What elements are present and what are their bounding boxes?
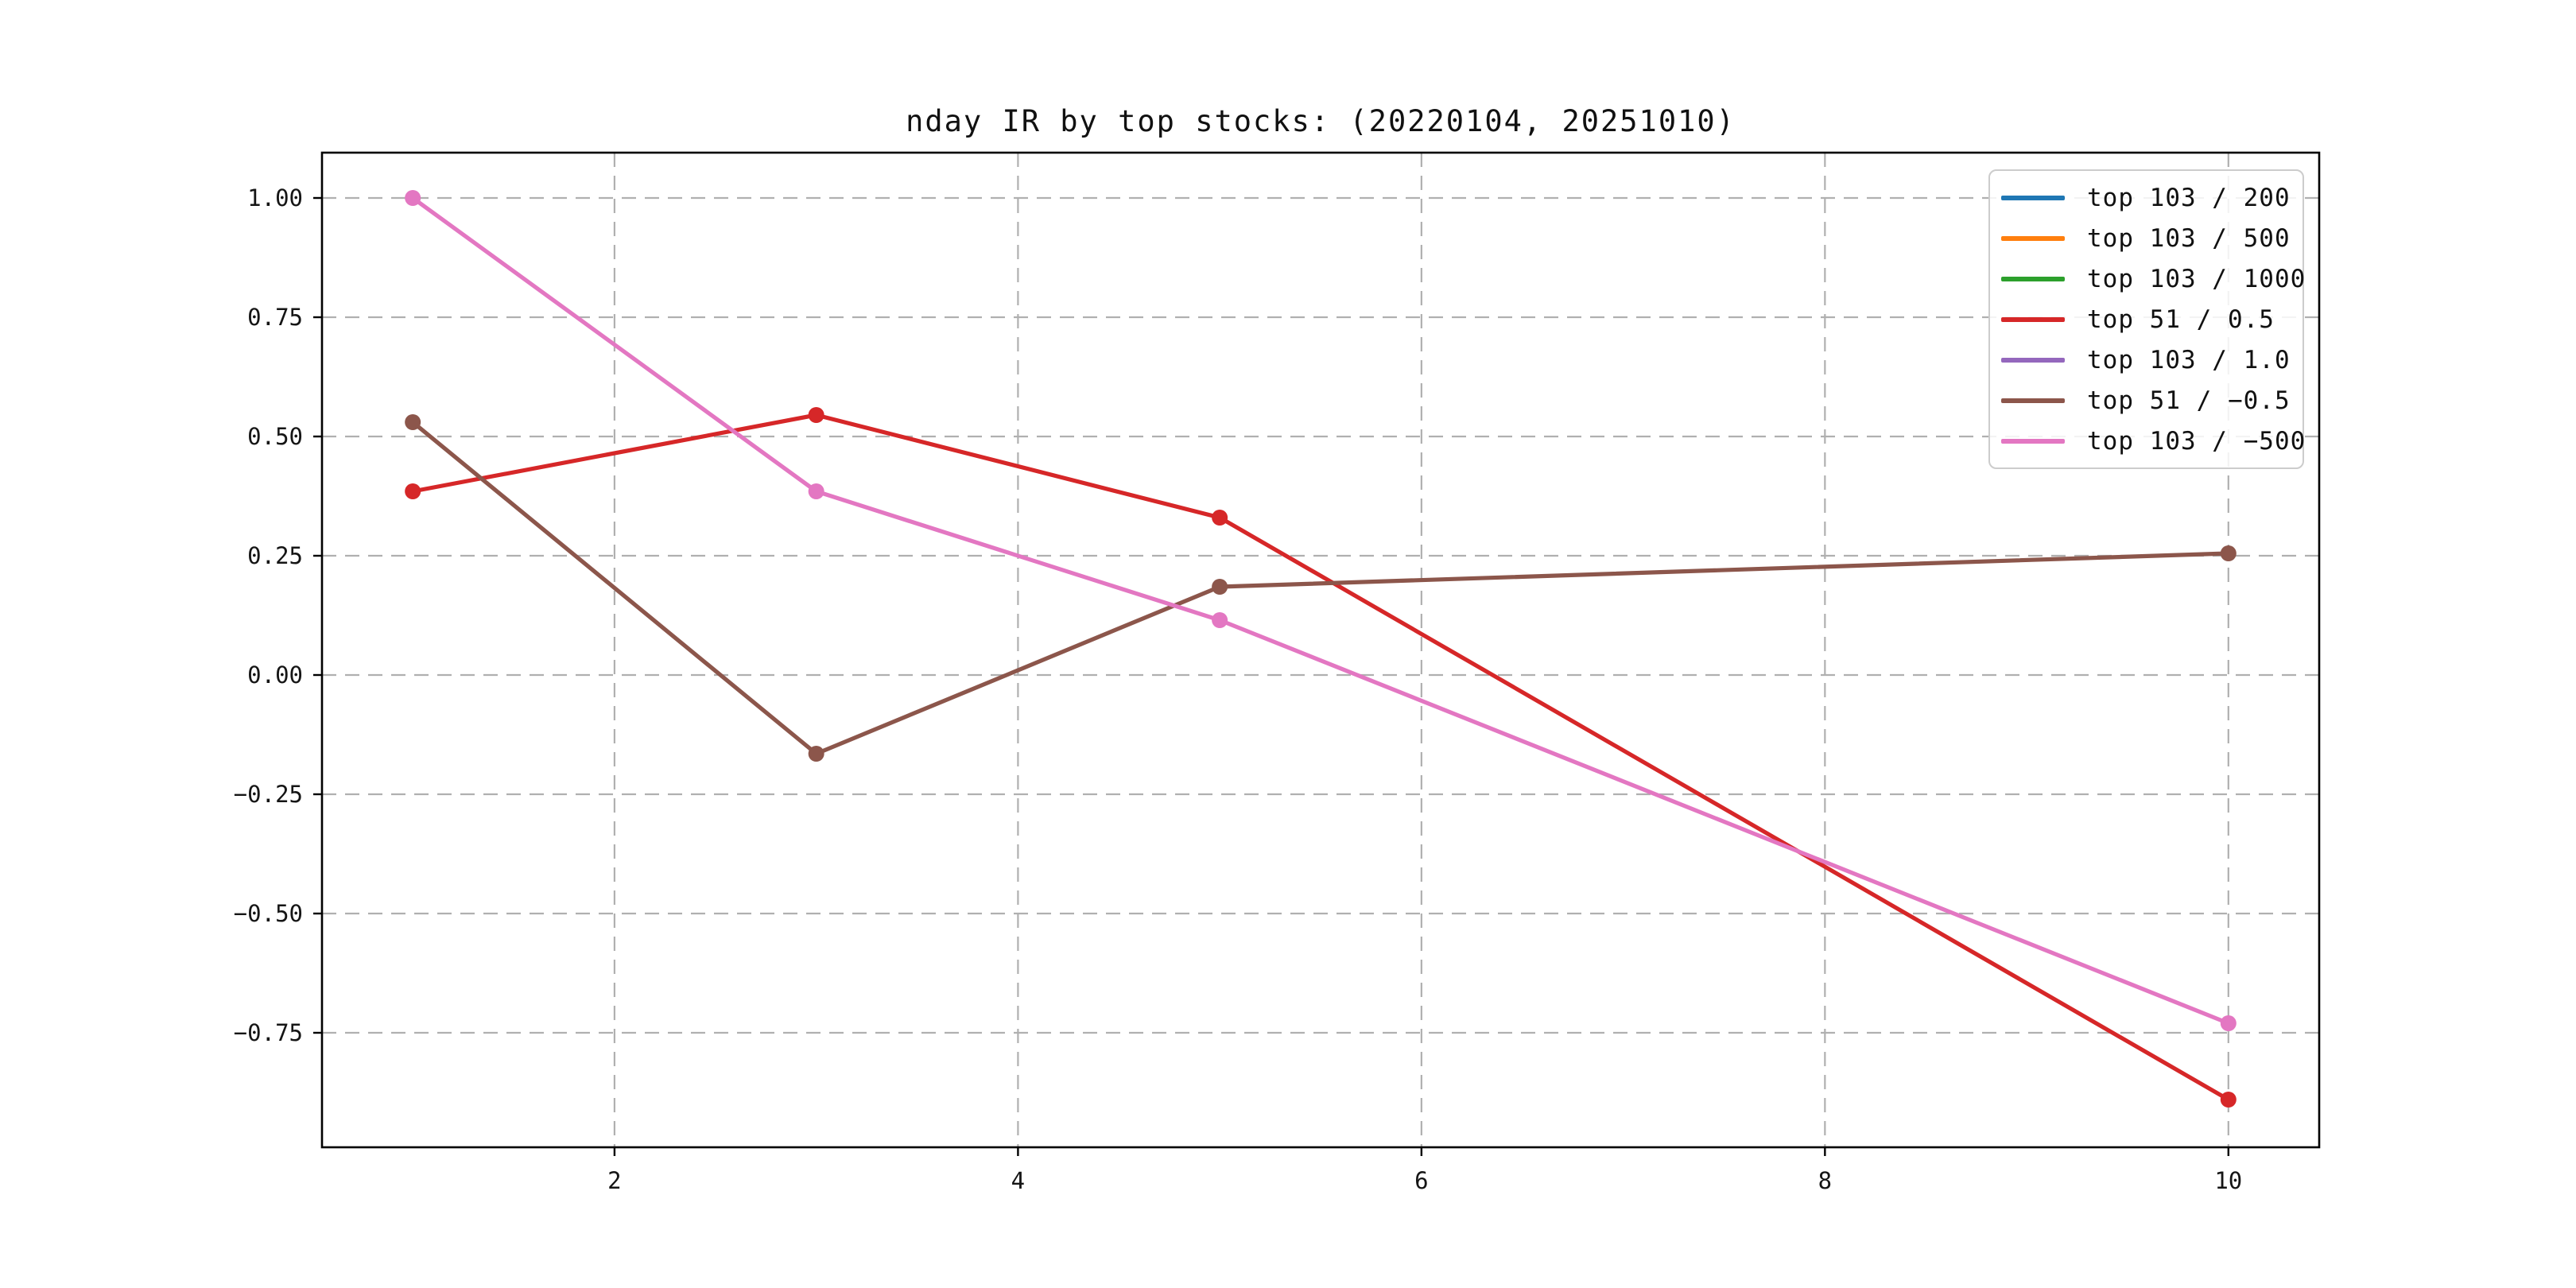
legend-line-swatch <box>2001 235 2065 241</box>
data-point-marker <box>405 190 421 206</box>
legend-label: top 103 / 500 <box>2087 223 2291 253</box>
data-point-marker <box>2220 545 2237 561</box>
legend-label: top 51 / 0.5 <box>2087 305 2275 334</box>
y-tick-label: 0.25 <box>247 542 303 569</box>
y-tick-label: 0.50 <box>247 423 303 450</box>
series-line <box>410 413 2231 1102</box>
legend-line-swatch <box>2001 316 2065 322</box>
x-tick-label: 2 <box>607 1167 621 1194</box>
series-line <box>410 420 2231 756</box>
y-tick-label: −0.25 <box>234 781 303 808</box>
legend-label: top 103 / 200 <box>2087 183 2291 212</box>
chart-title: nday IR by top stocks: (20220104, 202510… <box>906 104 1736 138</box>
legend-line-swatch <box>2001 438 2065 444</box>
y-tick-label: 0.00 <box>247 661 303 689</box>
x-tick-label: 8 <box>1818 1167 1832 1194</box>
x-tick-label: 10 <box>2214 1167 2242 1194</box>
legend-item: top 103 / −500 <box>1990 422 2305 460</box>
data-point-marker <box>1212 510 1228 526</box>
legend-line-swatch <box>2001 357 2065 363</box>
x-tick-label: 4 <box>1011 1167 1025 1194</box>
series-line <box>410 196 2231 1026</box>
y-tick-label: 0.75 <box>247 304 303 331</box>
data-point-marker <box>405 483 421 499</box>
legend-label: top 103 / 1.0 <box>2087 345 2291 374</box>
y-tick-label: −0.75 <box>234 1019 303 1046</box>
y-tick-label: −0.50 <box>234 900 303 927</box>
data-point-marker <box>1212 612 1228 628</box>
data-point-marker <box>2220 1092 2237 1108</box>
data-point-marker <box>1212 579 1228 595</box>
data-point-marker <box>808 407 824 423</box>
legend: top 103 / 200 top 103 / 500 top 103 / 1000… <box>1988 169 2305 469</box>
legend-line-swatch <box>2001 276 2065 281</box>
legend-label: top 51 / −0.5 <box>2087 386 2291 415</box>
legend-item: top 51 / −0.5 <box>1990 382 2302 420</box>
legend-label: top 103 / 1000 <box>2087 264 2306 293</box>
data-point-marker <box>2220 1015 2237 1031</box>
legend-label: top 103 / −500 <box>2087 426 2306 456</box>
data-point-marker <box>808 483 824 499</box>
x-tick-label: 6 <box>1414 1167 1428 1194</box>
legend-line-swatch <box>2001 195 2065 200</box>
legend-item: top 103 / 200 <box>1990 179 2302 217</box>
legend-item: top 103 / 1000 <box>1990 260 2305 298</box>
data-point-marker <box>808 746 824 762</box>
y-tick-label: 1.00 <box>247 184 303 211</box>
axes-spines <box>320 151 2321 1149</box>
legend-line-swatch <box>2001 398 2065 403</box>
legend-item: top 51 / 0.5 <box>1990 301 2302 339</box>
legend-item: top 103 / 1.0 <box>1990 341 2302 379</box>
data-point-marker <box>405 414 421 430</box>
legend-item: top 103 / 500 <box>1990 219 2302 258</box>
